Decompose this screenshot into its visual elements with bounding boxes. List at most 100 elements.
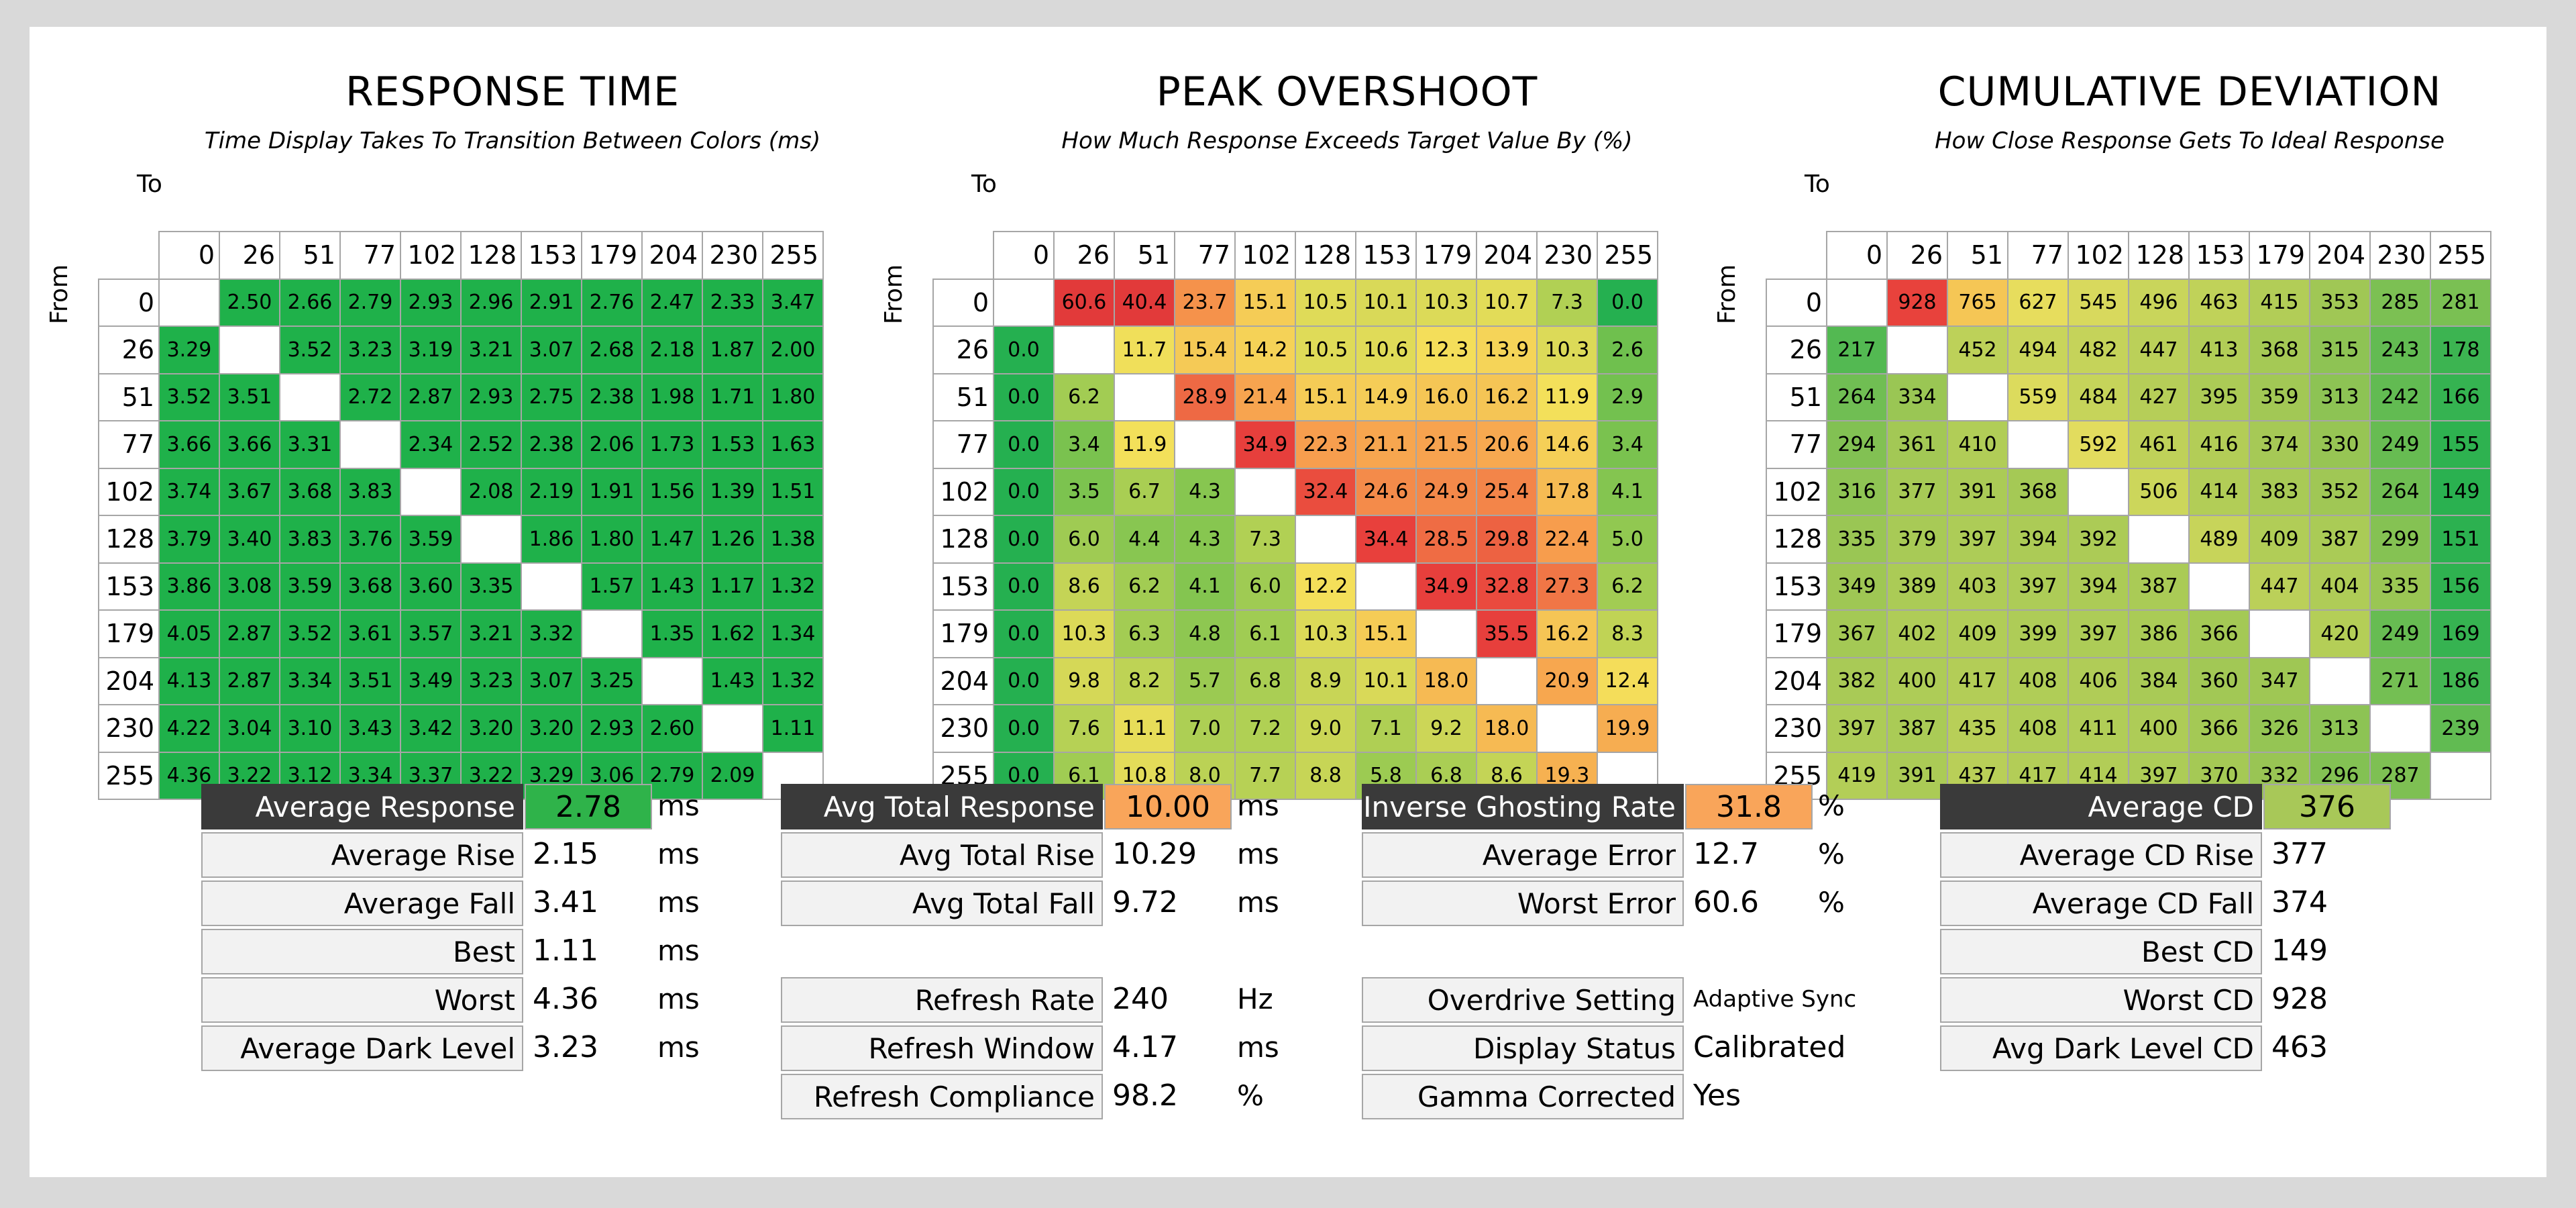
heatmap-cell: 2.47: [641, 278, 703, 327]
row-header: 0: [1766, 278, 1827, 327]
stat-unit: ms: [1237, 789, 1279, 822]
heatmap-cell: 3.57: [400, 609, 462, 658]
chart-subtitle: How Much Response Exceeds Target Value B…: [1061, 128, 1633, 154]
heatmap-cell: 1.98: [641, 372, 703, 421]
heatmap-cell: 0.0: [993, 704, 1055, 753]
heatmap-cell: 391: [1947, 467, 2008, 516]
heatmap-cell: 3.29: [158, 325, 220, 374]
heatmap-cell: 2.33: [702, 278, 763, 327]
stat-value: 149: [2271, 934, 2328, 968]
row-header: 26: [932, 325, 994, 374]
heatmap-cell: 545: [2068, 278, 2129, 327]
heatmap-cell: 22.4: [1536, 515, 1598, 564]
heatmap-cell: 60.6: [1053, 278, 1115, 327]
heatmap-cell: 313: [2309, 372, 2371, 421]
heatmap-cell: 15.1: [1355, 609, 1417, 658]
heatmap-cell: 1.73: [641, 420, 703, 469]
stats-total: Avg Total Response 10.00 ms Avg Total Rise 1…: [781, 784, 1279, 929]
heatmap-cell: 2.19: [521, 467, 582, 516]
heatmap-cell: 3.83: [339, 467, 401, 516]
heatmap-cell: 3.66: [219, 420, 280, 469]
chart-title: PEAK OVERSHOOT: [1156, 68, 1538, 115]
heatmap-cell: [1415, 609, 1477, 658]
heatmap-cell: 32.4: [1295, 467, 1356, 516]
heatmap-cell: 3.68: [339, 562, 401, 611]
heatmap-cell: 3.23: [339, 325, 401, 374]
heatmap-cell: 20.9: [1536, 656, 1598, 705]
column-header: 179: [2249, 231, 2310, 280]
stat-row: Overdrive Setting Adaptive Sync: [1362, 977, 1856, 1025]
stat-unit: %: [1818, 789, 1845, 822]
row-header: 26: [1766, 325, 1827, 374]
row-header: 179: [932, 609, 994, 658]
stat-label: Avg Total Response: [781, 784, 1103, 829]
column-header: 128: [1295, 231, 1356, 280]
heatmap-cell: 2.38: [521, 420, 582, 469]
heatmap-cell: 3.04: [219, 704, 280, 753]
heatmap-cell: 399: [2007, 609, 2069, 658]
row-header: 102: [932, 467, 994, 516]
heatmap-cell: 4.4: [1114, 515, 1175, 564]
heatmap-cell: 18.0: [1415, 656, 1477, 705]
heatmap-cell: 6.1: [1053, 751, 1115, 800]
row-header: 77: [98, 420, 160, 469]
heatmap-cell: 361: [1886, 420, 1948, 469]
heatmap-cell: 383: [2249, 467, 2310, 516]
stat-value: 10.29: [1112, 837, 1197, 871]
heatmap-cell: 15.1: [1295, 372, 1356, 421]
heatmap-cell: 2.93: [400, 278, 462, 327]
row-header: 128: [1766, 515, 1827, 564]
heatmap-cell: 494: [2007, 325, 2069, 374]
heatmap-cell: 32.8: [1476, 562, 1538, 611]
column-header: 153: [1355, 231, 1417, 280]
heatmap-cell: 10.3: [1536, 325, 1598, 374]
stat-value: Calibrated: [1693, 1030, 1846, 1064]
heatmap-cell: 12.2: [1295, 562, 1356, 611]
heatmap-cell: 7.0: [1174, 704, 1236, 753]
heatmap-cell: 155: [2430, 420, 2491, 469]
stat-value: 376: [2263, 784, 2391, 829]
heatmap-cell: 12.3: [1415, 325, 1477, 374]
heatmap-cell: 419: [1826, 751, 1888, 800]
heatmap-cumulative-deviation: CUMULATIVE DEVIATION How Close Response G…: [1700, 27, 2505, 800]
heatmap-cell: 3.07: [521, 656, 582, 705]
heatmap-cell: 10.5: [1295, 278, 1356, 327]
heatmap-cell: 489: [2188, 515, 2250, 564]
heatmap-cell: 3.49: [400, 656, 462, 705]
heatmap-cell: 23.7: [1174, 278, 1236, 327]
stat-unit: ms: [1237, 838, 1279, 870]
heatmap-cell: 3.08: [219, 562, 280, 611]
row-header: 77: [1766, 420, 1827, 469]
stat-row: Gamma Corrected Yes: [1362, 1074, 1818, 1122]
heatmap-cell: 16.2: [1536, 609, 1598, 658]
heatmap-cell: 395: [2188, 372, 2250, 421]
table-corner: [99, 232, 159, 279]
heatmap-cell: [400, 467, 462, 516]
heatmap-cell: [1947, 372, 2008, 421]
heatmap-cell: [1886, 325, 1948, 374]
row-header: 102: [1766, 467, 1827, 516]
stat-unit: ms: [657, 886, 700, 919]
heatmap-cell: 8.8: [1295, 751, 1356, 800]
heatmap-cell: 3.61: [339, 609, 401, 658]
stat-value: 240: [1112, 982, 1169, 1016]
row-header: 204: [932, 656, 994, 705]
heatmap-cell: 382: [1826, 656, 1888, 705]
heatmap-cell: [2430, 751, 2491, 800]
heatmap-cell: 3.21: [460, 609, 522, 658]
stat-unit: ms: [1237, 886, 1279, 919]
heatmap-cell: 7.1: [1355, 704, 1417, 753]
heatmap-cell: 3.83: [279, 515, 341, 564]
row-header: 204: [98, 656, 160, 705]
heatmap-cell: [339, 420, 401, 469]
heatmap-cell: 417: [1947, 656, 2008, 705]
heatmap-cell: 16.0: [1415, 372, 1477, 421]
column-header: 51: [1114, 231, 1175, 280]
column-header: 26: [1886, 231, 1948, 280]
heatmap-cell: 3.43: [339, 704, 401, 753]
heatmap-cell: 34.9: [1234, 420, 1296, 469]
stat-unit: ms: [657, 838, 700, 870]
row-header: 153: [932, 562, 994, 611]
stat-label: Best: [201, 929, 523, 974]
column-header: 255: [2430, 231, 2491, 280]
